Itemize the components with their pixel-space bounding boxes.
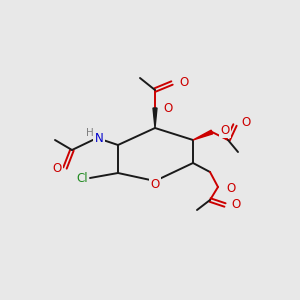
Text: O: O (163, 101, 172, 115)
Text: O: O (220, 124, 229, 136)
Text: Cl: Cl (76, 172, 88, 184)
Text: O: O (231, 199, 240, 212)
Text: O: O (226, 182, 235, 194)
Text: N: N (94, 131, 103, 145)
Text: O: O (179, 76, 188, 88)
Polygon shape (193, 130, 213, 140)
Polygon shape (153, 108, 157, 128)
Text: H: H (86, 128, 94, 138)
Text: O: O (241, 116, 250, 130)
Text: O: O (53, 163, 62, 176)
Text: O: O (150, 178, 160, 190)
